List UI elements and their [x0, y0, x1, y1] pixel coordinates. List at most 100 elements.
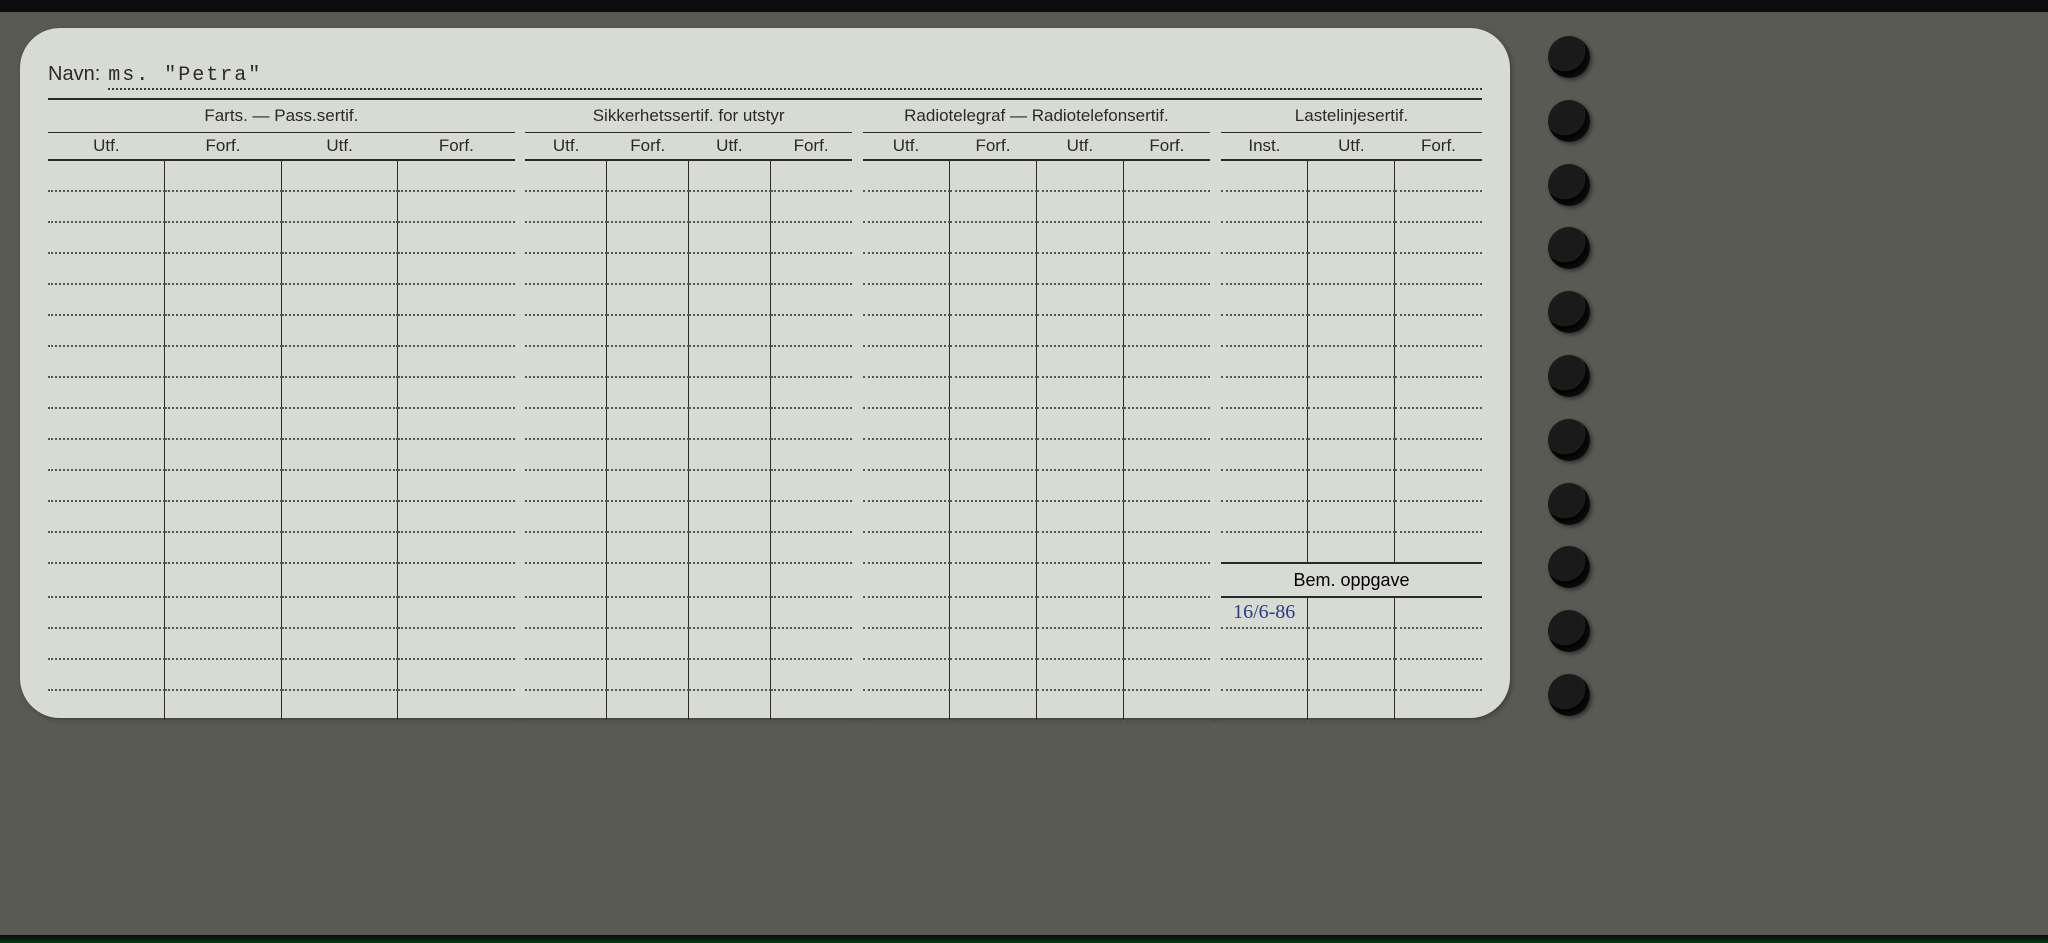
cell [48, 222, 165, 253]
cell [770, 222, 852, 253]
cell [281, 597, 398, 628]
cell [689, 346, 771, 377]
cell [48, 628, 165, 659]
binder-hole [1548, 164, 1590, 206]
cell [1308, 659, 1395, 690]
cell [1036, 191, 1123, 222]
cell [165, 222, 282, 253]
cell [1036, 222, 1123, 253]
cell [689, 501, 771, 532]
cell [607, 439, 689, 470]
cell [607, 597, 689, 628]
column-header: Utf. [1308, 133, 1395, 161]
cell [1123, 470, 1210, 501]
cell [863, 222, 950, 253]
group-header: Sikkerhetssertif. for utstyr [525, 100, 852, 133]
cell [165, 377, 282, 408]
column-header: Forf. [165, 133, 282, 161]
table-row [48, 315, 1482, 346]
cell [863, 160, 950, 191]
cell [1221, 253, 1308, 284]
cell [863, 253, 950, 284]
binder-holes [1540, 36, 1600, 716]
cell [863, 597, 950, 628]
cell [1123, 253, 1210, 284]
cell [398, 191, 515, 222]
table-row [48, 191, 1482, 222]
cell [1036, 690, 1123, 721]
binder-hole [1548, 419, 1590, 461]
cell [607, 377, 689, 408]
cell [398, 690, 515, 721]
cell [165, 315, 282, 346]
cell [398, 253, 515, 284]
cell [1123, 597, 1210, 628]
cell [949, 408, 1036, 439]
cell [863, 563, 950, 597]
cell [525, 597, 607, 628]
cell [1123, 315, 1210, 346]
table-row [48, 377, 1482, 408]
cell [770, 191, 852, 222]
cell [281, 346, 398, 377]
cell [48, 690, 165, 721]
cell [863, 659, 950, 690]
cell [770, 470, 852, 501]
cell [607, 470, 689, 501]
form-table: Farts. — Pass.sertif.Sikkerhetssertif. f… [48, 100, 1482, 722]
cell [398, 597, 515, 628]
cell [525, 563, 607, 597]
table-row [48, 284, 1482, 315]
cell [165, 532, 282, 563]
cell [1308, 191, 1395, 222]
cell [48, 315, 165, 346]
handwritten-date: 16/6-86 [1233, 601, 1295, 623]
column-header: Forf. [1123, 133, 1210, 161]
cell [165, 690, 282, 721]
cell [770, 501, 852, 532]
cell [1036, 346, 1123, 377]
cell [1308, 408, 1395, 439]
binder-hole [1548, 100, 1590, 142]
cell [1123, 191, 1210, 222]
cell [949, 532, 1036, 563]
cell [525, 628, 607, 659]
cell [1395, 597, 1482, 628]
cell [398, 408, 515, 439]
cell [525, 439, 607, 470]
cell [281, 501, 398, 532]
cell [1036, 597, 1123, 628]
cell [1123, 563, 1210, 597]
cell [1221, 315, 1308, 346]
cell [1308, 253, 1395, 284]
cell [48, 253, 165, 284]
cell [689, 377, 771, 408]
cell [607, 563, 689, 597]
cell [770, 563, 852, 597]
cell [1123, 377, 1210, 408]
table-row [48, 160, 1482, 191]
cell [281, 532, 398, 563]
cell [607, 501, 689, 532]
cell [770, 315, 852, 346]
cell [1308, 690, 1395, 721]
cell [398, 470, 515, 501]
cell [1036, 563, 1123, 597]
cell [1395, 160, 1482, 191]
cell [48, 470, 165, 501]
cell [1123, 628, 1210, 659]
cell [689, 470, 771, 501]
cell [525, 470, 607, 501]
cell [863, 346, 950, 377]
cell [770, 377, 852, 408]
column-header: Utf. [863, 133, 950, 161]
cell [525, 408, 607, 439]
binder-hole [1548, 546, 1590, 588]
cell [770, 597, 852, 628]
cell [1221, 501, 1308, 532]
cell [48, 597, 165, 628]
cell [607, 408, 689, 439]
cell [1308, 597, 1395, 628]
table-row [48, 690, 1482, 721]
cell [281, 439, 398, 470]
